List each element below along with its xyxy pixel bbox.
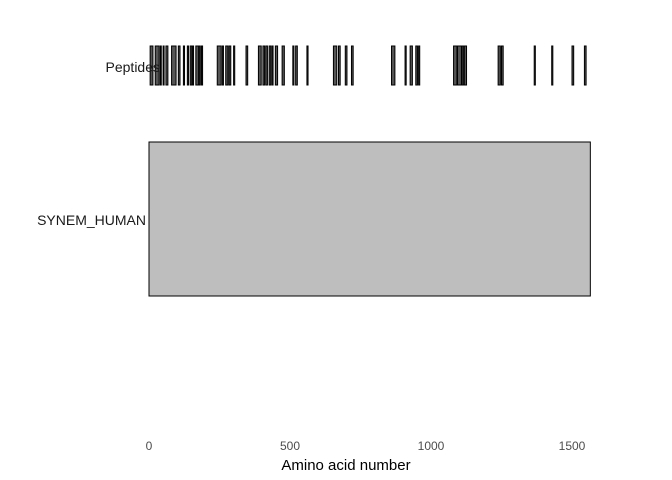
x-tick-label-1000: 1000 [418,439,445,453]
peptide-bar-8 [182,45,186,86]
peptide-bar-47 [551,45,554,86]
peptide-bar-23 [265,45,268,86]
track-label-protein: SYNEM_HUMAN [37,212,146,228]
peptide-bar-27 [281,45,285,86]
peptide-bar-38 [415,45,418,86]
peptide-bar-46 [533,45,536,86]
peptide-bar-39 [418,45,421,86]
peptide-bar-20 [245,45,249,86]
peptide-bar-5 [165,45,169,86]
peptide-bar-28 [292,45,295,86]
peptide-bar-29 [295,45,298,86]
x-axis-title: Amino acid number [281,457,410,474]
peptide-bar-3 [159,45,162,86]
peptide-bar-33 [344,45,348,86]
track-label-peptides: Peptides [106,59,160,75]
peptide-bar-19 [233,45,236,86]
peptide-bar-34 [350,45,354,86]
peptide-bar-16 [221,45,224,86]
peptide-bar-48 [571,45,575,86]
peptide-bar-10 [189,45,193,86]
peptide-bar-32 [338,45,341,86]
peptide-bar-1 [149,45,154,86]
peptide-bar-6 [171,45,177,86]
peptide-bar-12 [195,45,200,86]
x-tick-label-0: 0 [146,439,153,453]
peptide-bar-4 [162,45,165,86]
peptide-bar-37 [409,45,413,86]
peptide-bar-11 [191,45,195,86]
peptide-bar-26 [274,45,279,86]
peptide-bar-41 [457,45,462,86]
x-axis-ticks: 0 500 1000 1500 [146,439,586,453]
peptide-bar-2 [154,45,160,86]
peptide-bar-43 [463,45,468,86]
peptide-bar-15 [216,45,222,86]
x-tick-label-1500: 1500 [559,439,586,453]
peptide-bar-18 [228,45,232,86]
peptide-track [149,45,587,86]
peptide-bar-35 [391,45,396,86]
protein-bar [148,141,591,297]
peptide-bar-30 [306,45,309,86]
peptide-bar-31 [332,45,338,86]
peptide-bar-40 [453,45,458,86]
peptide-bar-13 [198,45,201,86]
peptide-bar-42 [461,45,465,86]
peptide-bar-25 [271,45,274,86]
peptide-bar-9 [186,45,189,86]
peptide-bar-24 [268,45,272,86]
peptide-bar-14 [200,45,204,86]
peptide-bar-36 [404,45,407,86]
peptide-bar-7 [177,45,181,86]
peptide-bar-44 [497,45,501,86]
peptide-bar-45 [501,45,504,86]
x-tick-label-500: 500 [280,439,300,453]
peptide-bar-17 [225,45,229,86]
peptide-bar-49 [583,45,587,86]
peptide-bar-22 [262,45,266,86]
peptide-bar-21 [257,45,262,86]
